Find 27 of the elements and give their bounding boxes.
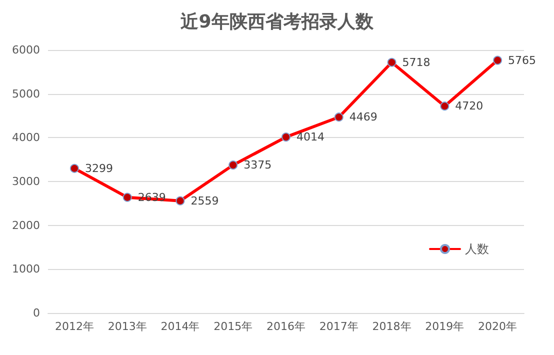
data-label: 3299 xyxy=(84,162,113,175)
x-tick-label: 2014年 xyxy=(160,320,200,333)
data-label: 3375 xyxy=(244,158,272,172)
data-label: 4720 xyxy=(455,100,484,113)
y-tick-label: 5000 xyxy=(12,87,40,100)
y-tick-label: 1000 xyxy=(12,262,40,276)
data-label: 2559 xyxy=(190,194,219,208)
x-tick-label: 2013年 xyxy=(108,320,147,333)
x-tick-label: 2020年 xyxy=(478,320,518,333)
y-tick-label: 2000 xyxy=(12,218,40,232)
data-label: 4469 xyxy=(349,110,378,124)
x-tick-label: 2018年 xyxy=(372,320,412,333)
x-tick-label: 2017年 xyxy=(319,320,358,333)
data-label: 4014 xyxy=(296,130,324,144)
y-tick-label: 0 xyxy=(33,306,40,320)
y-tick-label: 4000 xyxy=(12,131,40,144)
chart-title: 近9年陕西省考招录人数 xyxy=(180,12,374,32)
x-tick-label: 2015年 xyxy=(214,320,253,333)
data-label: 5765 xyxy=(508,54,536,67)
y-tick-label: 6000 xyxy=(12,44,40,56)
x-tick-label: 2012年 xyxy=(54,320,94,333)
data-label: 2639 xyxy=(138,190,166,204)
x-tick-label: 2016年 xyxy=(266,320,306,333)
legend-label: 人数 xyxy=(465,242,489,256)
x-tick-label: 2019年 xyxy=(425,320,464,333)
data-label: 5718 xyxy=(402,56,430,69)
y-tick-label: 3000 xyxy=(12,175,40,188)
